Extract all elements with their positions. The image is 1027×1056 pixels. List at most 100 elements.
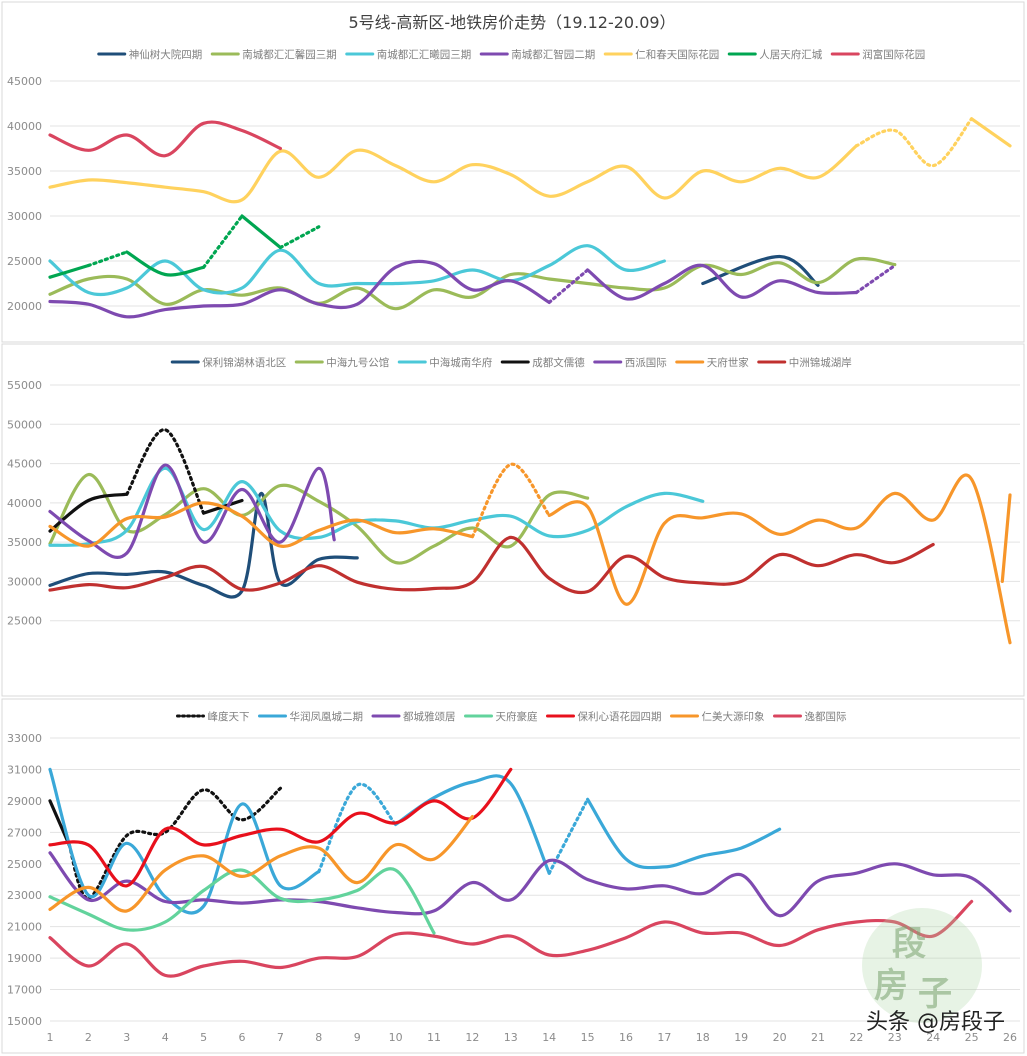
credit-caption: 头条 @房段子 bbox=[866, 1010, 1005, 1035]
y-tick-label: 40000 bbox=[7, 497, 42, 510]
legend-label: 中洲锦城湖岸 bbox=[789, 356, 852, 369]
series-line-5-seg-1 bbox=[48, 144, 858, 204]
x-tick-label: 25 bbox=[965, 1031, 979, 1044]
chart-title: 5号线-高新区-地铁房价走势（19.12-20.09） bbox=[348, 13, 675, 32]
series-line-7-seg-1 bbox=[48, 535, 935, 595]
x-tick-label: 13 bbox=[504, 1031, 518, 1044]
x-tick-label: 6 bbox=[239, 1031, 246, 1044]
y-tick-label: 45000 bbox=[7, 75, 42, 88]
series-line-7-seg-1 bbox=[48, 120, 282, 158]
x-tick-label: 7 bbox=[277, 1031, 284, 1044]
series-line-3-seg-1 bbox=[48, 851, 1012, 918]
legend-label: 保利心语花园四期 bbox=[578, 710, 662, 723]
watermark-seal: 段 房 子 bbox=[862, 908, 982, 1023]
legend-label: 人居天府汇城 bbox=[759, 48, 822, 61]
y-tick-label: 27000 bbox=[7, 826, 42, 839]
y-tick-label: 30000 bbox=[7, 575, 42, 588]
x-tick-label: 11 bbox=[427, 1031, 441, 1044]
y-tick-label: 25000 bbox=[7, 858, 42, 871]
y-tick-label: 50000 bbox=[7, 418, 42, 431]
x-tick-label: 22 bbox=[849, 1031, 863, 1044]
legend-label: 逸都国际 bbox=[805, 711, 847, 723]
series-line-2-seg-4 bbox=[547, 797, 590, 875]
legend-label: 润富国际花园 bbox=[862, 48, 925, 61]
series-line-6-seg-2 bbox=[86, 250, 129, 268]
series-line-6-seg-1 bbox=[48, 263, 90, 279]
legend-label: 华润凤凰城二期 bbox=[290, 710, 364, 723]
x-tick-label: 8 bbox=[315, 1031, 322, 1044]
series-line-5-seg-1 bbox=[48, 463, 336, 560]
series-line-4-seg-1 bbox=[48, 867, 436, 935]
legend-label: 南城都汇汇馨园三期 bbox=[242, 48, 337, 61]
series-line-6-seg-4 bbox=[202, 214, 244, 269]
y-tick-label: 45000 bbox=[7, 458, 42, 471]
series-line-1-seg-1 bbox=[48, 491, 359, 599]
legend-label: 都城雅颂居 bbox=[403, 710, 456, 723]
y-tick-label: 30000 bbox=[7, 210, 42, 223]
y-tick-label: 20000 bbox=[7, 300, 42, 313]
series-line-4-seg-3 bbox=[586, 263, 858, 301]
x-tick-label: 9 bbox=[354, 1031, 361, 1044]
series-line-4-seg-1 bbox=[48, 492, 129, 533]
series-line-4-seg-1 bbox=[48, 259, 551, 319]
x-tick-label: 23 bbox=[888, 1031, 902, 1044]
x-tick-label: 20 bbox=[773, 1031, 787, 1044]
legend-label: 天府世家 bbox=[707, 356, 749, 369]
legend-label: 南城都汇智园二期 bbox=[511, 48, 595, 61]
x-tick-label: 15 bbox=[581, 1031, 595, 1044]
legend-label: 天府豪庭 bbox=[496, 710, 538, 723]
y-tick-label: 25000 bbox=[7, 615, 42, 628]
y-tick-label: 23000 bbox=[7, 889, 42, 902]
chart-panel-2 bbox=[1, 343, 1025, 697]
y-tick-label: 15000 bbox=[7, 1015, 42, 1028]
y-tick-label: 25000 bbox=[7, 255, 42, 268]
legend-label: 西派国际 bbox=[625, 357, 667, 369]
x-tick-label: 26 bbox=[1003, 1031, 1017, 1044]
x-tick-label: 17 bbox=[657, 1031, 671, 1044]
y-tick-label: 31000 bbox=[7, 763, 42, 776]
y-tick-label: 21000 bbox=[7, 921, 42, 934]
series-line-2-seg-1 bbox=[48, 256, 897, 311]
series-line-4-seg-4 bbox=[854, 263, 897, 295]
series-line-6-seg-1 bbox=[48, 501, 474, 548]
series-line-3-seg-1 bbox=[48, 244, 666, 297]
series-line-4-seg-2 bbox=[125, 428, 206, 515]
y-tick-label: 40000 bbox=[7, 120, 42, 133]
series-line-6-seg-4 bbox=[1000, 493, 1012, 583]
y-tick-label: 33000 bbox=[7, 732, 42, 745]
x-tick-label: 10 bbox=[389, 1031, 403, 1044]
x-tick-label: 12 bbox=[465, 1031, 479, 1044]
x-tick-label: 21 bbox=[811, 1031, 825, 1044]
series-line-6-seg-3 bbox=[547, 473, 1012, 645]
x-tick-label: 16 bbox=[619, 1031, 633, 1044]
y-tick-label: 35000 bbox=[7, 536, 42, 549]
chart-panel-3 bbox=[1, 698, 1025, 1054]
x-tick-label: 4 bbox=[162, 1031, 169, 1044]
legend-label: 中海九号公馆 bbox=[326, 356, 389, 369]
x-tick-label: 19 bbox=[734, 1031, 748, 1044]
series-line-6-seg-6 bbox=[278, 225, 321, 250]
series-line-5-seg-3 bbox=[970, 117, 1012, 148]
legend-label: 中海城南华府 bbox=[429, 356, 492, 369]
x-tick-label: 18 bbox=[696, 1031, 710, 1044]
series-line-5-seg-2 bbox=[854, 117, 974, 168]
series-line-6-seg-5 bbox=[240, 214, 282, 250]
y-tick-label: 29000 bbox=[7, 795, 42, 808]
y-tick-label: 19000 bbox=[7, 952, 42, 965]
series-line-2-seg-2 bbox=[317, 782, 398, 874]
series-line-7-seg-1 bbox=[48, 899, 974, 978]
legend-label: 仁美大源印象 bbox=[702, 710, 765, 723]
legend-label: 保利锦湖林语北区 bbox=[202, 356, 286, 369]
series-line-6-seg-2 bbox=[470, 462, 551, 539]
legend-label: 仁和春天国际花园 bbox=[635, 48, 719, 61]
series-line-5-seg-1 bbox=[48, 767, 513, 888]
legend-label: 神仙树大院四期 bbox=[129, 48, 203, 61]
series-line-6-seg-3 bbox=[125, 250, 206, 277]
x-tick-label: 3 bbox=[123, 1031, 130, 1044]
y-tick-label: 17000 bbox=[7, 984, 42, 997]
series-line-6-seg-1 bbox=[48, 815, 474, 913]
x-tick-label: 1 bbox=[47, 1031, 54, 1044]
x-tick-label: 24 bbox=[926, 1031, 940, 1044]
series-line-4-seg-2 bbox=[547, 268, 590, 304]
